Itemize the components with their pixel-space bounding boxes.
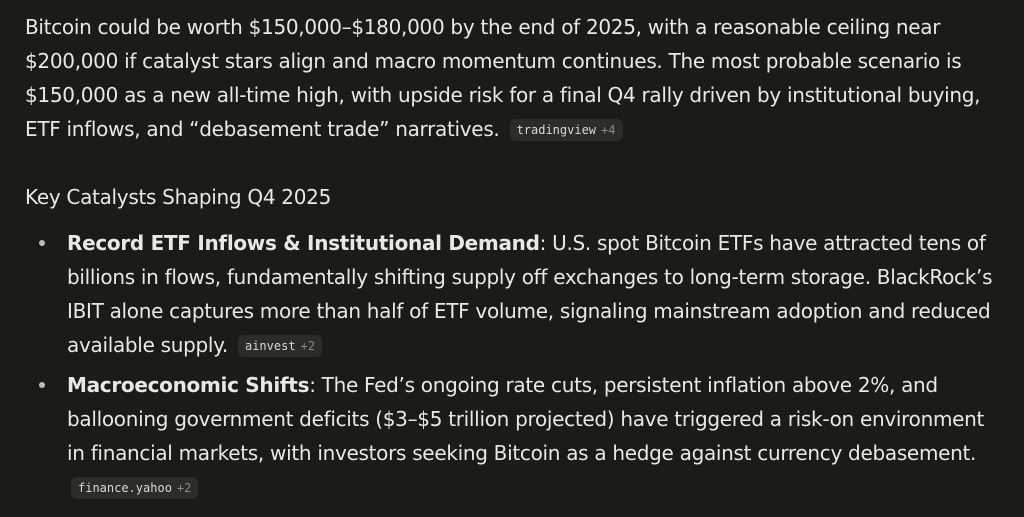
citation-source: tradingview: [516, 123, 597, 137]
citation-chip-ainvest[interactable]: ainvest +2: [237, 335, 323, 357]
list-item: Macroeconomic Shifts: The Fed’s ongoing …: [25, 368, 1000, 504]
intro-paragraph: Bitcoin could be worth $150,000–$180,000…: [25, 10, 1000, 146]
bullet-title: Macroeconomic Shifts: [67, 373, 310, 397]
citation-chip-tradingview[interactable]: tradingview +4: [509, 119, 623, 141]
bullet-dot: [39, 382, 45, 388]
section-heading: Key Catalysts Shaping Q4 2025: [25, 185, 331, 209]
citation-source: ainvest: [244, 339, 296, 353]
citation-more-count: +2: [300, 339, 316, 353]
list-item: Record ETF Inflows & Institutional Deman…: [25, 226, 1000, 362]
catalyst-list: Record ETF Inflows & Institutional Deman…: [25, 226, 1000, 504]
citation-more-count: +4: [601, 123, 616, 137]
bullet-title: Record ETF Inflows & Institutional Deman…: [67, 231, 540, 255]
intro-text: Bitcoin could be worth $150,000–$180,000…: [25, 15, 981, 141]
response-content: Bitcoin could be worth $150,000–$180,000…: [25, 10, 1000, 510]
bullet-text: : The Fed’s ongoing rate cuts, persisten…: [67, 373, 985, 465]
bullet-dot: [39, 240, 45, 246]
citation-source: finance.yahoo: [78, 481, 172, 495]
citation-chip-finance-yahoo[interactable]: finance.yahoo +2: [71, 477, 199, 499]
citation-more-count: +2: [176, 481, 192, 495]
bullet-text: : U.S. spot Bitcoin ETFs have attracted …: [67, 231, 993, 357]
